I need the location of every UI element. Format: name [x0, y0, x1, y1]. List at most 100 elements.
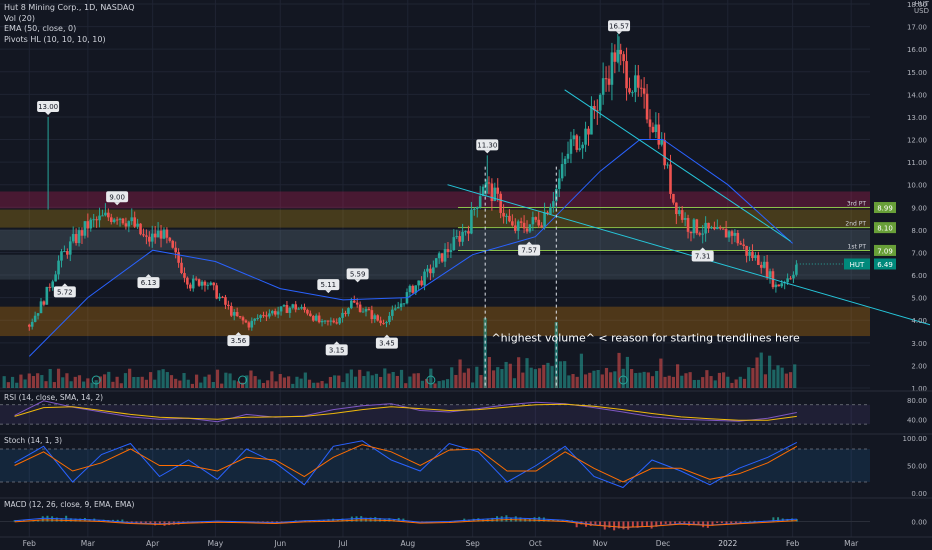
candle-body: [598, 94, 602, 111]
volume-bar: [341, 382, 345, 388]
volume-bar: [220, 383, 224, 388]
macd-histogram-bar: [318, 520, 321, 522]
volume-bar: [642, 371, 646, 388]
candle-body: [153, 233, 157, 238]
macd-histogram-bar: [655, 521, 658, 527]
candle-body: [86, 221, 90, 229]
macd-histogram-bar: [674, 521, 677, 524]
volume-bar: [684, 373, 688, 388]
volume-bar: [429, 368, 433, 388]
macd-histogram-bar: [608, 521, 611, 528]
candle-body: [680, 210, 684, 220]
candle-body: [376, 315, 379, 321]
candle-body: [33, 315, 37, 322]
macd-histogram-bar: [341, 518, 344, 522]
candle-body: [686, 218, 690, 232]
candle-body: [490, 183, 494, 202]
pivot-label: 13.00: [38, 103, 58, 111]
candle-body: [516, 221, 520, 231]
candle-body: [36, 313, 40, 316]
candle-body: [721, 228, 725, 230]
candle-body: [309, 313, 312, 317]
target-value-label: 7.09: [877, 247, 893, 255]
candle-body: [136, 223, 139, 227]
macd-histogram-bar: [617, 521, 620, 529]
candle-body: [227, 304, 230, 307]
candle-body: [311, 316, 315, 321]
candle-body: [505, 215, 508, 217]
macd-signal-line: [14, 519, 797, 528]
candle-body: [358, 304, 362, 312]
candle-body: [303, 306, 306, 310]
volume-bar: [291, 383, 295, 388]
candle-body: [74, 234, 78, 244]
earnings-icon: [91, 375, 101, 385]
time-axis-label: 2022: [718, 539, 737, 548]
candle-body: [224, 297, 227, 305]
macd-histogram-bar: [730, 521, 733, 524]
candle-body: [291, 304, 295, 308]
candle-body: [139, 223, 142, 235]
candle-body: [701, 233, 704, 235]
rsi-pane-title: RSI (14, close, SMA, 14, 2): [4, 393, 103, 402]
volume-bar: [780, 367, 784, 388]
time-axis-label: Mar: [844, 539, 859, 548]
volume-bar: [487, 357, 491, 388]
price-axis-tick: 5.00: [911, 295, 927, 303]
candle-body: [552, 201, 555, 207]
volume-bar: [445, 379, 450, 388]
volume-bar: [416, 373, 420, 388]
price-target-label: 1st PT: [848, 243, 867, 250]
pivot-label: 11.30: [477, 141, 497, 149]
candle-body: [742, 244, 745, 246]
candle-body: [604, 78, 608, 80]
pivot-label-pointer: [333, 341, 340, 345]
volume-bar: [328, 376, 333, 388]
candle-body: [297, 308, 300, 310]
volume-bar: [199, 382, 203, 388]
macd-histogram-bar: [79, 518, 82, 522]
pivot-label-pointer: [235, 332, 242, 336]
volume-bar: [61, 377, 65, 388]
macd-histogram-bar: [641, 521, 644, 527]
candle-body: [414, 285, 418, 293]
candle-body: [361, 311, 365, 313]
macd-histogram-bar: [678, 521, 681, 524]
candle-body: [610, 52, 614, 85]
volume-bar: [287, 376, 291, 388]
candle-body: [759, 264, 763, 268]
macd-histogram-bar: [599, 521, 602, 525]
volume-bar: [395, 375, 399, 388]
volume-bar: [420, 380, 425, 388]
volume-bar: [391, 371, 395, 388]
volume-bar: [324, 383, 328, 388]
candle-body: [373, 315, 377, 320]
price-axis-tick: 8.00: [911, 227, 927, 235]
trendline-annotation: ^highest volume^ < reason for starting t…: [491, 331, 800, 344]
macd-histogram-bar: [37, 520, 40, 522]
volume-bar: [717, 372, 722, 388]
candle-body: [648, 119, 652, 127]
macd-histogram-bar: [388, 518, 391, 522]
candle-body: [669, 164, 672, 194]
candle-body: [493, 187, 497, 202]
macd-histogram-bar: [772, 517, 775, 522]
macd-histogram-bar: [149, 521, 152, 524]
volume-bar: [194, 374, 199, 388]
price-axis-tick: 15.00: [907, 69, 927, 77]
volume-bar: [48, 368, 52, 388]
candle-body: [534, 217, 538, 220]
pivot-label-box: [317, 279, 340, 291]
macd-histogram-bar: [374, 517, 377, 522]
candle-body: [780, 283, 784, 287]
volume-bar: [425, 378, 429, 388]
volume-bar: [224, 372, 228, 388]
candle-body: [692, 219, 696, 234]
candle-body: [89, 219, 93, 229]
volume-bar: [157, 370, 161, 388]
volume-bar: [278, 374, 282, 388]
candle-body: [300, 306, 303, 309]
volume-bar: [333, 375, 337, 388]
candle-body: [569, 139, 573, 154]
